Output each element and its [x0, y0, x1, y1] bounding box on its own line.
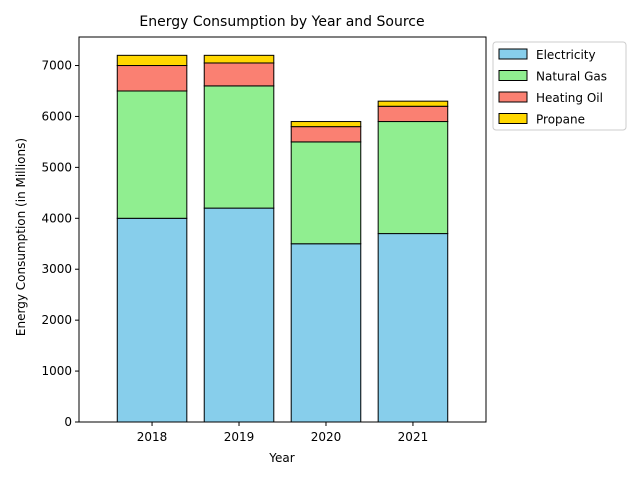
- legend-label-electricity: Electricity: [536, 48, 596, 62]
- x-tick-label: 2019: [224, 430, 255, 444]
- legend-label-natural-gas: Natural Gas: [536, 70, 607, 84]
- bars-layer: [116, 54, 449, 423]
- legend-label-heating-oil: Heating Oil: [536, 91, 603, 105]
- x-tick-label: 2020: [311, 430, 342, 444]
- legend-swatch-heating-oil: [498, 91, 528, 103]
- y-tick-label: 5000: [41, 160, 72, 174]
- bar-electricity-2018: [116, 217, 188, 423]
- legend-label-propane: Propane: [536, 113, 585, 127]
- bar-natural-gas-2021: [377, 121, 449, 235]
- y-tick-label: 6000: [41, 109, 72, 123]
- x-tick-label: 2018: [137, 430, 168, 444]
- bar-heating-oil-2021: [377, 105, 449, 123]
- bar-electricity-2021: [377, 233, 449, 423]
- y-tick-label: 1000: [41, 364, 72, 378]
- x-tick-label: 2021: [398, 430, 429, 444]
- y-tick-label: 3000: [41, 262, 72, 276]
- x-axis-title: Year: [268, 451, 294, 465]
- legend-swatch-electricity: [498, 48, 528, 60]
- bar-propane-2020: [290, 121, 362, 128]
- bar-natural-gas-2019: [203, 85, 275, 209]
- bar-natural-gas-2018: [116, 90, 188, 219]
- bar-electricity-2019: [203, 207, 275, 423]
- y-tick-label: 2000: [41, 313, 72, 327]
- bar-natural-gas-2020: [290, 141, 362, 245]
- y-tick-label: 4000: [41, 211, 72, 225]
- bar-propane-2018: [116, 54, 188, 67]
- y-tick-label: 7000: [41, 59, 72, 73]
- bar-propane-2019: [203, 54, 275, 64]
- bar-heating-oil-2018: [116, 65, 188, 92]
- chart-title: Energy Consumption by Year and Source: [139, 14, 424, 30]
- bar-heating-oil-2019: [203, 62, 275, 87]
- legend-swatch-natural-gas: [498, 70, 528, 81]
- plot-frame: [78, 36, 487, 423]
- y-tick-label: 0: [64, 415, 72, 429]
- legend-swatch-propane: [498, 113, 528, 124]
- bar-electricity-2020: [290, 243, 362, 423]
- bar-propane-2021: [377, 100, 449, 107]
- legend-box: [492, 41, 627, 131]
- bar-heating-oil-2020: [290, 126, 362, 143]
- axes-layer: 0 1000 2000 3000 4000 5000 6000 7000 2018 2019 202…: [41, 36, 487, 444]
- y-axis-title: Energy Consumption (in Millions): [14, 138, 28, 336]
- legend: Electricity Natural Gas Heating Oil Propane: [492, 41, 627, 131]
